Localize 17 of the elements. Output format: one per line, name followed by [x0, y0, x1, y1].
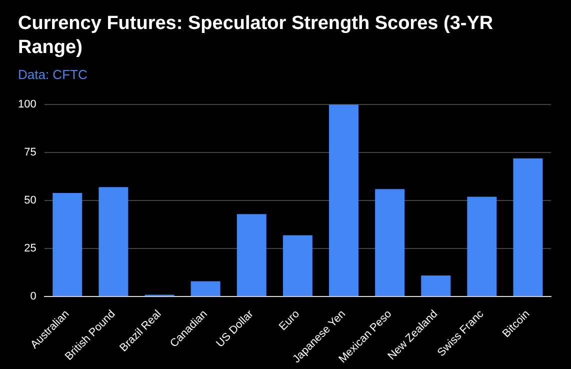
bar [190, 281, 220, 296]
y-tick-label: 25 [24, 242, 36, 255]
bar [282, 235, 312, 296]
y-tick-label: 0 [30, 290, 36, 303]
y-tick-label: 100 [18, 98, 36, 111]
bar [98, 187, 128, 296]
y-tick-label: 75 [24, 146, 36, 159]
bar [236, 214, 266, 296]
chart-title: Currency Futures: Speculator Strength Scores (3-YR Range) [18, 12, 494, 60]
bar [513, 158, 543, 296]
chart-subtitle: Data: CFTC [18, 67, 88, 82]
y-tick-label: 50 [24, 194, 36, 207]
bar [52, 192, 82, 296]
bar [328, 104, 358, 296]
bar [375, 189, 405, 296]
bar [421, 276, 451, 296]
bar [467, 196, 497, 296]
